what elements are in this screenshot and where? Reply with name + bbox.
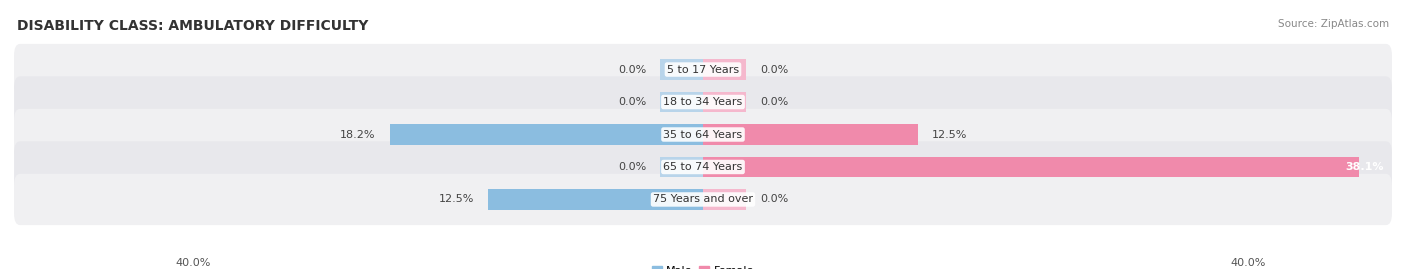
Text: 35 to 64 Years: 35 to 64 Years	[664, 129, 742, 140]
Text: 0.0%: 0.0%	[617, 97, 647, 107]
Bar	[389, 125, 703, 144]
Text: 38.1%: 38.1%	[1344, 162, 1384, 172]
FancyBboxPatch shape	[14, 76, 1392, 128]
Bar	[703, 157, 1360, 177]
Bar	[659, 59, 703, 80]
Bar	[659, 157, 703, 177]
Text: 40.0%: 40.0%	[1230, 258, 1265, 268]
Text: 0.0%: 0.0%	[759, 97, 789, 107]
Text: 0.0%: 0.0%	[759, 194, 789, 204]
Text: 65 to 74 Years: 65 to 74 Years	[664, 162, 742, 172]
FancyBboxPatch shape	[14, 44, 1392, 95]
Bar	[703, 189, 747, 210]
Text: 0.0%: 0.0%	[617, 65, 647, 75]
Text: 18.2%: 18.2%	[340, 129, 375, 140]
Text: 18 to 34 Years: 18 to 34 Years	[664, 97, 742, 107]
Text: DISABILITY CLASS: AMBULATORY DIFFICULTY: DISABILITY CLASS: AMBULATORY DIFFICULTY	[17, 19, 368, 33]
Bar	[659, 92, 703, 112]
Text: 12.5%: 12.5%	[932, 129, 967, 140]
Bar	[703, 125, 918, 144]
Legend: Male, Female: Male, Female	[647, 261, 759, 269]
FancyBboxPatch shape	[14, 174, 1392, 225]
Text: 12.5%: 12.5%	[439, 194, 474, 204]
Text: 0.0%: 0.0%	[759, 65, 789, 75]
Text: 40.0%: 40.0%	[176, 258, 211, 268]
Bar	[703, 92, 747, 112]
Bar	[488, 189, 703, 210]
Bar	[703, 59, 747, 80]
Text: 5 to 17 Years: 5 to 17 Years	[666, 65, 740, 75]
Text: Source: ZipAtlas.com: Source: ZipAtlas.com	[1278, 19, 1389, 29]
Text: 75 Years and over: 75 Years and over	[652, 194, 754, 204]
FancyBboxPatch shape	[14, 141, 1392, 193]
Text: 0.0%: 0.0%	[617, 162, 647, 172]
FancyBboxPatch shape	[14, 109, 1392, 160]
